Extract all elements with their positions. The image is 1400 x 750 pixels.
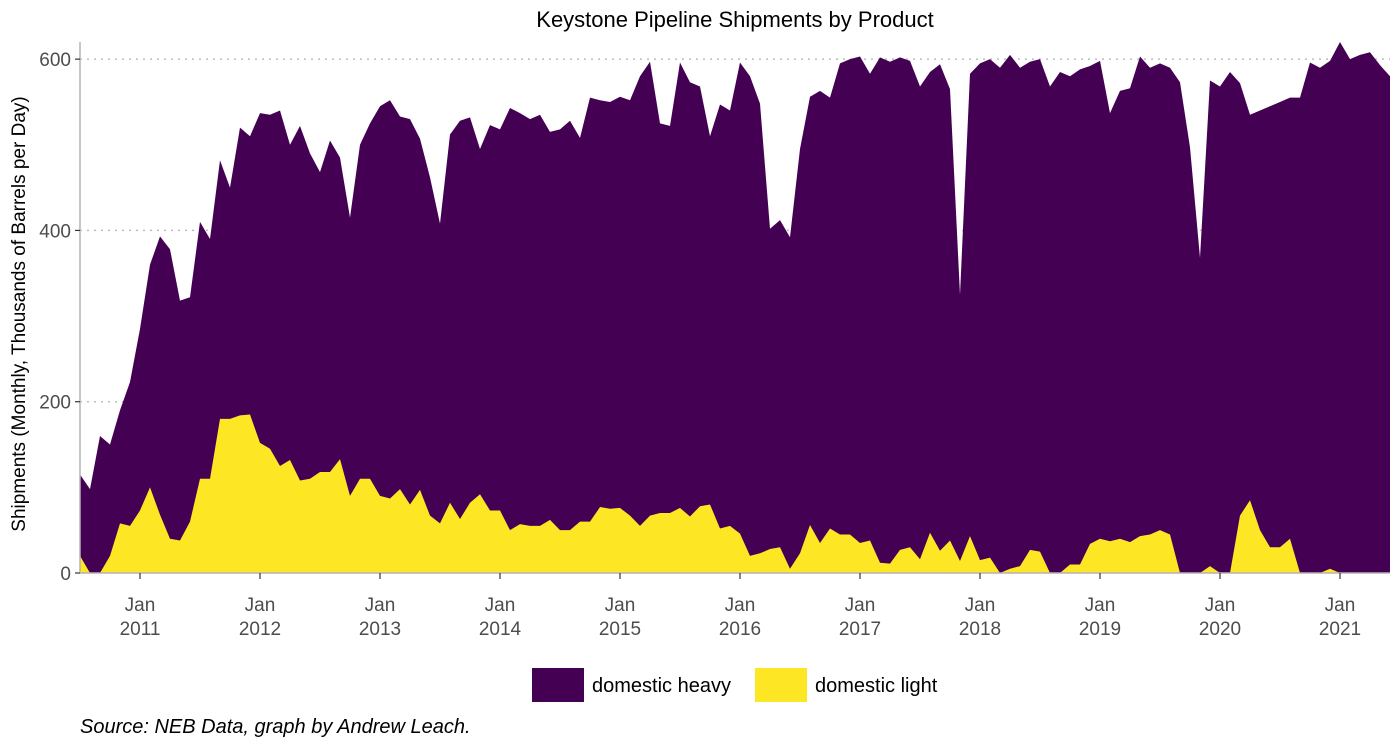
y-tick-label: 400: [39, 221, 71, 242]
x-tick-label-month: Jan: [845, 595, 876, 616]
source-caption: Source: NEB Data, graph by Andrew Leach.: [80, 716, 471, 738]
area-domestic-heavy: [80, 42, 1390, 573]
legend-swatch: [532, 668, 584, 702]
x-tick-label-year: 2011: [120, 619, 161, 640]
x-tick-label-year: 2014: [479, 619, 522, 640]
legend-label: domestic heavy: [592, 675, 731, 697]
x-tick-label-month: Jan: [1085, 595, 1116, 616]
x-tick-label-month: Jan: [605, 595, 636, 616]
x-tick-label-month: Jan: [485, 595, 516, 616]
x-axis-ticks: Jan 2011 Jan 2012 Jan 2013 Jan 2014 Jan 2015 Jan 20…: [120, 573, 1361, 640]
x-tick-label-year: 2018: [959, 619, 1001, 640]
x-tick-label-year: 2017: [839, 619, 881, 640]
legend-label: domestic light: [815, 675, 938, 697]
x-tick-label-year: 2019: [1079, 619, 1121, 640]
area-domestic-light: [80, 414, 1390, 573]
x-tick-label-year: 2012: [239, 619, 281, 640]
y-tick-label: 600: [39, 50, 71, 71]
x-tick-label-year: 2013: [359, 619, 401, 640]
x-tick-label-month: Jan: [965, 595, 996, 616]
legend-item-domestic-heavy: domestic heavy: [532, 668, 731, 702]
legend-swatch: [755, 668, 807, 702]
x-tick-label-month: Jan: [725, 595, 756, 616]
stacked-areas: [80, 42, 1390, 573]
y-axis-ticks: 0 200 400 600: [39, 50, 80, 585]
axes: [79, 42, 1390, 574]
x-tick-label-year: 2015: [599, 619, 641, 640]
legend: domestic heavy domestic light: [532, 668, 938, 702]
x-tick-label-year: 2016: [719, 619, 761, 640]
x-tick-label-month: Jan: [1205, 595, 1236, 616]
x-tick-label-year: 2020: [1199, 619, 1241, 640]
x-tick-label-month: Jan: [365, 595, 396, 616]
chart-title: Keystone Pipeline Shipments by Product: [536, 7, 933, 32]
x-tick-label-month: Jan: [245, 595, 276, 616]
x-tick-label-month: Jan: [1325, 595, 1356, 616]
y-tick-label: 200: [39, 393, 71, 414]
y-axis-title: Shipments (Monthly, Thousands of Barrels…: [9, 96, 30, 531]
y-tick-label: 0: [60, 564, 71, 585]
x-tick-label-year: 2021: [1319, 619, 1361, 640]
x-tick-label-month: Jan: [125, 595, 156, 616]
legend-item-domestic-light: domestic light: [755, 668, 938, 702]
